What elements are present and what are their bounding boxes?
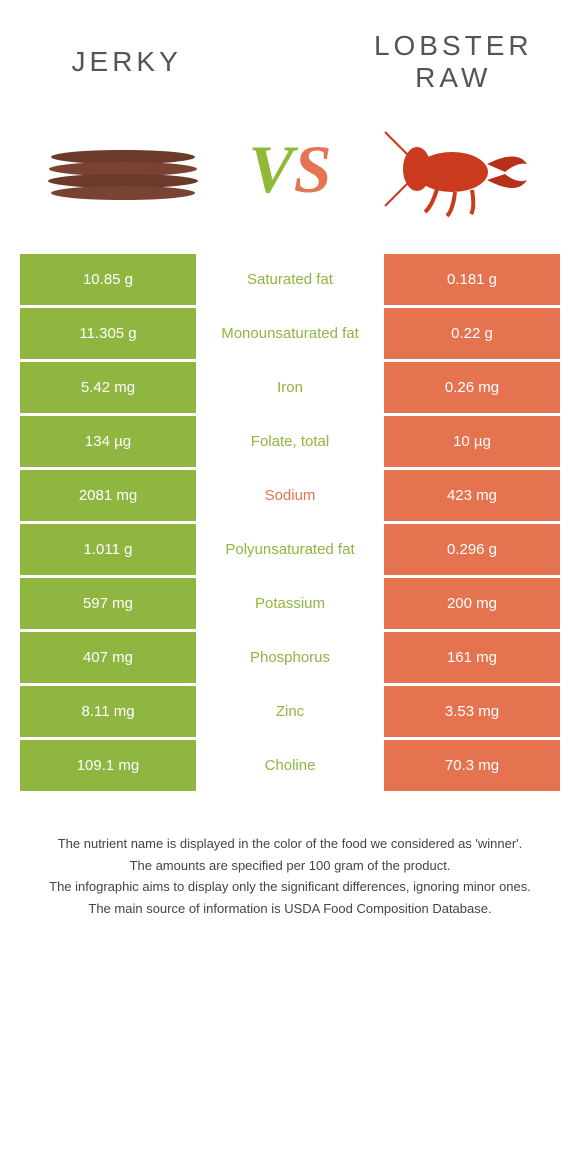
- cell-nutrient-name: Polyunsaturated fat: [196, 524, 384, 575]
- cell-left-value: 2081 mg: [20, 470, 196, 521]
- cell-left-value: 8.11 mg: [20, 686, 196, 737]
- table-row: 10.85 gSaturated fat0.181 g: [20, 254, 560, 308]
- cell-nutrient-name: Sodium: [196, 470, 384, 521]
- cell-nutrient-name: Iron: [196, 362, 384, 413]
- cell-left-value: 10.85 g: [20, 254, 196, 305]
- table-row: 109.1 mgCholine70.3 mg: [20, 740, 560, 794]
- cell-left-value: 597 mg: [20, 578, 196, 629]
- cell-nutrient-name: Saturated fat: [196, 254, 384, 305]
- cell-nutrient-name: Monounsaturated fat: [196, 308, 384, 359]
- cell-right-value: 0.22 g: [384, 308, 560, 359]
- cell-right-value: 0.26 mg: [384, 362, 560, 413]
- cell-right-value: 0.181 g: [384, 254, 560, 305]
- lobster-image: [377, 114, 537, 224]
- food-title-right: Lobster Raw: [353, 30, 553, 94]
- vs-s: S: [294, 131, 332, 207]
- cell-right-value: 10 µg: [384, 416, 560, 467]
- cell-nutrient-name: Zinc: [196, 686, 384, 737]
- cell-left-value: 11.305 g: [20, 308, 196, 359]
- vs-label: VS: [248, 130, 331, 209]
- cell-left-value: 5.42 mg: [20, 362, 196, 413]
- footer-line-2: The amounts are specified per 100 gram o…: [30, 856, 550, 876]
- cell-right-value: 70.3 mg: [384, 740, 560, 791]
- table-row: 597 mgPotassium200 mg: [20, 578, 560, 632]
- footer-line-3: The infographic aims to display only the…: [30, 877, 550, 897]
- infographic-container: Jerky Lobster Raw VS: [0, 0, 580, 940]
- cell-right-value: 3.53 mg: [384, 686, 560, 737]
- vs-v: V: [248, 131, 293, 207]
- cell-nutrient-name: Choline: [196, 740, 384, 791]
- cell-right-value: 161 mg: [384, 632, 560, 683]
- cell-nutrient-name: Folate, total: [196, 416, 384, 467]
- cell-nutrient-name: Phosphorus: [196, 632, 384, 683]
- cell-right-value: 200 mg: [384, 578, 560, 629]
- cell-left-value: 109.1 mg: [20, 740, 196, 791]
- table-row: 8.11 mgZinc3.53 mg: [20, 686, 560, 740]
- cell-left-value: 407 mg: [20, 632, 196, 683]
- table-row: 134 µgFolate, total10 µg: [20, 416, 560, 470]
- table-row: 407 mgPhosphorus161 mg: [20, 632, 560, 686]
- cell-right-value: 0.296 g: [384, 524, 560, 575]
- header-titles: Jerky Lobster Raw: [0, 0, 580, 104]
- cell-nutrient-name: Potassium: [196, 578, 384, 629]
- jerky-image: [43, 114, 203, 224]
- table-row: 1.011 gPolyunsaturated fat0.296 g: [20, 524, 560, 578]
- cell-left-value: 134 µg: [20, 416, 196, 467]
- footer-notes: The nutrient name is displayed in the co…: [0, 794, 580, 940]
- cell-right-value: 423 mg: [384, 470, 560, 521]
- comparison-table: 10.85 gSaturated fat0.181 g11.305 gMonou…: [20, 254, 560, 794]
- table-row: 5.42 mgIron0.26 mg: [20, 362, 560, 416]
- cell-left-value: 1.011 g: [20, 524, 196, 575]
- footer-line-1: The nutrient name is displayed in the co…: [30, 834, 550, 854]
- table-row: 2081 mgSodium423 mg: [20, 470, 560, 524]
- food-title-left: Jerky: [27, 46, 227, 78]
- table-row: 11.305 gMonounsaturated fat0.22 g: [20, 308, 560, 362]
- images-row: VS: [0, 104, 580, 254]
- footer-line-4: The main source of information is USDA F…: [30, 899, 550, 919]
